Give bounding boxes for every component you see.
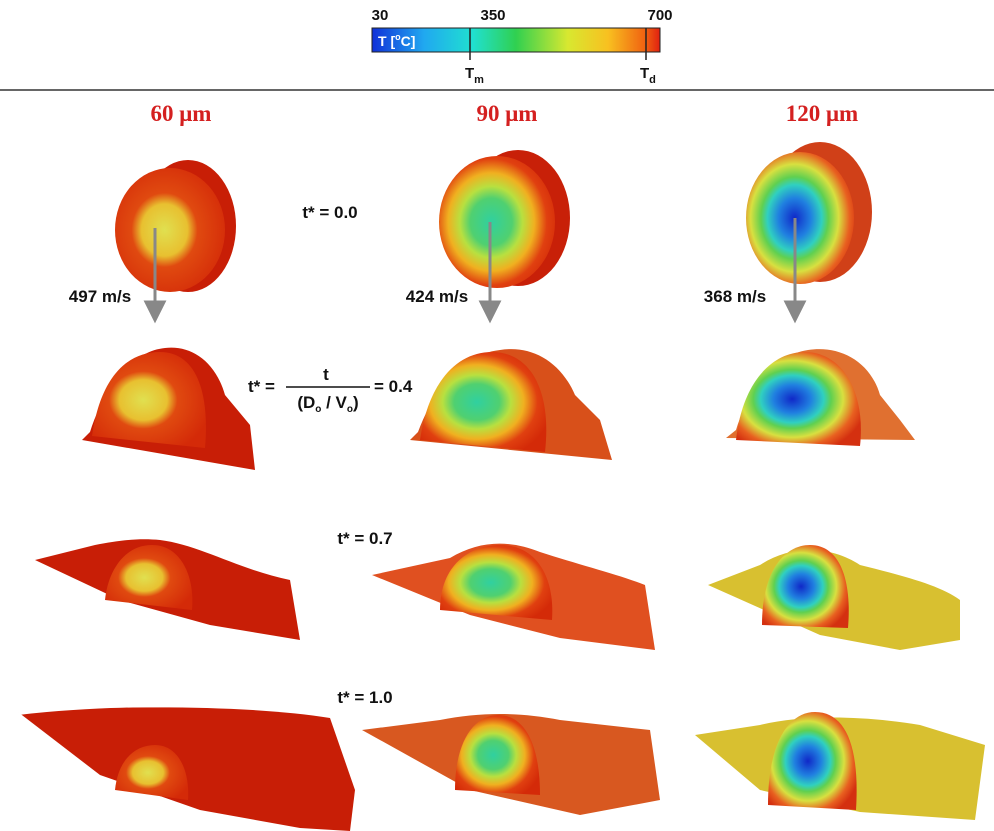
decomp-marker-label: Td [640,65,656,86]
page: { "colorbar": { "min_label": "30", "mid_… [0,0,994,831]
arrow-head [786,302,804,320]
column-header: 60 μm [151,101,212,126]
decomp-symbol: T [640,65,649,82]
time-label: t* = 0.7 [337,529,392,548]
colorbar-title-text: T [ [378,33,395,49]
droplet [115,168,225,292]
velocity-label: 497 m/s [69,287,131,306]
splat-dome [92,352,206,448]
splat-base [18,707,355,831]
colorbar-mid: 350 [480,7,505,24]
time-label: t* = 1.0 [337,688,392,707]
colorbar-min: 30 [372,7,389,24]
droplet-row-0 [115,142,872,292]
melt-subscript: m [474,74,484,86]
column-header: 120 μm [786,101,858,126]
droplet [746,152,854,284]
droplet-row-1 [82,348,915,470]
formula-lhs: t* = [248,377,275,396]
denom-text: ) [353,393,359,412]
formula-rhs: = 0.4 [374,377,413,396]
velocity-label: 368 m/s [704,287,766,306]
time-label: t* = 0.0 [302,203,357,222]
colorbar-max: 700 [647,7,672,24]
figure: 30 350 700 T [oC] Tm Td 60 μm 90 μm 120 … [0,0,994,831]
denom-text: (D [297,393,315,412]
formula-denominator: (Do / Vo) [297,393,358,415]
droplet [439,156,555,288]
droplet-row-2 [35,539,960,650]
colorbar-title-text: C] [401,33,416,49]
droplet-row-3 [18,704,985,831]
formula-numerator: t [323,365,329,384]
velocity-label: 424 m/s [406,287,468,306]
denom-text: / V [321,393,347,412]
decomp-subscript: d [649,74,656,86]
column-header: 90 μm [477,101,538,126]
time-formula: t* = t (Do / Vo) = 0.4 [248,365,413,415]
melt-symbol: T [465,65,474,82]
melt-marker-label: Tm [465,65,484,86]
arrow-head [481,302,499,320]
arrow-head [146,302,164,320]
